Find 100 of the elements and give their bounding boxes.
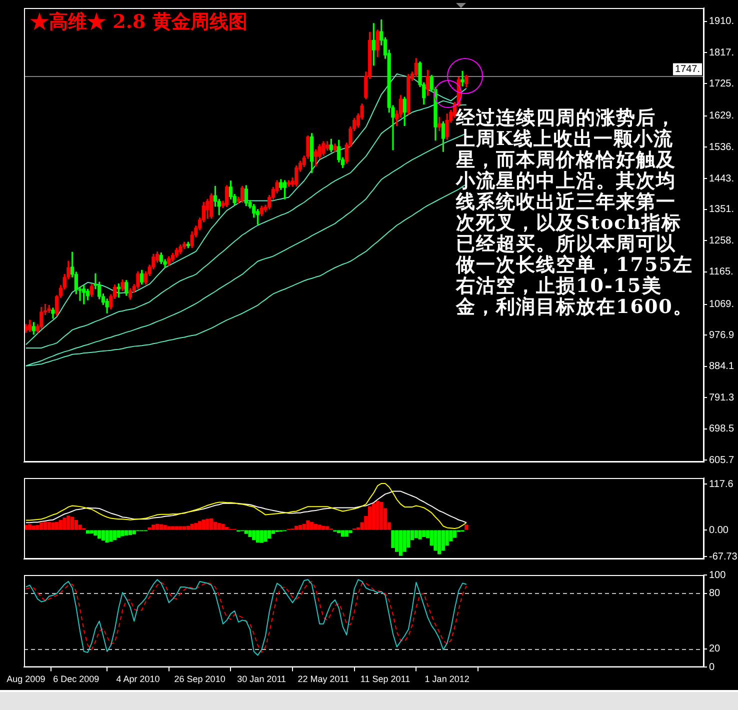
y-tick-label: 0.00 xyxy=(709,524,729,536)
y-tick-label: 1443. xyxy=(709,173,734,184)
bar xyxy=(248,530,252,538)
y-tick-label: 976.9 xyxy=(709,330,734,341)
y-tick-label: 605.7 xyxy=(709,454,734,466)
y-tick-label: 20 xyxy=(709,644,721,655)
bar xyxy=(264,530,268,542)
bar xyxy=(90,530,94,534)
y-tick-label: 884.1 xyxy=(709,361,734,372)
bar xyxy=(244,530,248,534)
x-tick-label: 6 Dec 2009 xyxy=(53,674,100,684)
bar xyxy=(116,530,120,538)
bar xyxy=(94,530,98,536)
bar xyxy=(418,530,422,540)
bar xyxy=(221,524,225,530)
bar xyxy=(105,530,109,543)
bar xyxy=(74,520,78,530)
bar xyxy=(398,530,403,556)
y-tick-label: 80 xyxy=(709,588,721,600)
y-tick-label: 1910. xyxy=(709,16,734,28)
x-tick-label: Aug 2009 xyxy=(6,674,46,684)
x-tick-label: 26 Sep 2010 xyxy=(174,674,226,684)
bar xyxy=(464,524,468,530)
bar xyxy=(32,525,36,530)
bar xyxy=(198,521,202,530)
bar xyxy=(47,522,51,530)
bar xyxy=(256,530,260,543)
bar xyxy=(298,525,302,530)
ref-line-label: 1747. xyxy=(674,64,700,76)
bar xyxy=(86,530,90,534)
text: 经过连续四周的涨势后，上周K线上收出一颗小流星，而本周价格恰好触及小流星的中上沿。其次均线系统收出近三年来第一次死叉，以及Stoch指标已经超买。所以本周可以做一次长线空单，1755左右沽空，止损10-15美金，利润目标放在1600。 xyxy=(456,107,693,318)
bar xyxy=(348,530,352,534)
bar xyxy=(441,530,446,551)
y-tick-label: 1351. xyxy=(709,204,734,216)
bar xyxy=(186,526,190,530)
bar xyxy=(372,503,376,530)
bar xyxy=(28,524,32,530)
bar xyxy=(182,526,186,530)
bar xyxy=(260,530,264,543)
x-tick-label: 1 Jan 2012 xyxy=(424,674,470,684)
bar xyxy=(452,530,457,538)
bar xyxy=(98,530,102,539)
bar xyxy=(414,530,418,538)
bar xyxy=(337,530,341,534)
bar xyxy=(55,522,59,530)
bar xyxy=(202,520,206,530)
bar xyxy=(66,516,70,530)
bar xyxy=(325,526,330,530)
y-tick-label: 1069. xyxy=(709,299,734,310)
bar xyxy=(152,524,156,530)
y-tick-label: 1165. xyxy=(709,266,734,278)
bar xyxy=(318,524,322,530)
bar xyxy=(344,530,348,537)
bar xyxy=(252,530,256,540)
y-tick-label: 1817. xyxy=(709,47,734,58)
bar xyxy=(217,523,221,530)
bar xyxy=(120,530,124,536)
bar xyxy=(178,526,182,530)
bar xyxy=(167,526,171,530)
bar xyxy=(314,524,318,530)
bar xyxy=(40,522,44,530)
bar xyxy=(213,522,218,530)
bar xyxy=(51,522,55,530)
bar xyxy=(310,522,314,530)
x-tick-label: 22 May 2011 xyxy=(298,674,350,684)
bar xyxy=(368,506,372,530)
bar xyxy=(391,530,395,548)
bar xyxy=(294,526,298,530)
y-tick-label: 1536. xyxy=(709,142,734,153)
bar xyxy=(163,525,167,530)
bar xyxy=(170,526,175,530)
bar xyxy=(70,516,74,530)
bar xyxy=(112,530,117,540)
y-tick-label: 698.5 xyxy=(709,424,734,435)
bar xyxy=(210,518,214,530)
bar xyxy=(406,530,410,548)
bar xyxy=(58,520,63,530)
bar xyxy=(395,530,399,552)
bar xyxy=(340,530,345,537)
bar xyxy=(225,526,229,530)
bar xyxy=(101,530,106,541)
x-tick-label: 11 Sep 2011 xyxy=(360,674,410,684)
bar xyxy=(124,530,128,536)
bar xyxy=(132,530,136,534)
bar xyxy=(190,524,194,530)
chart-title: ★高维★ 2.8 黄金周线图 xyxy=(30,10,248,35)
y-tick-label: 1725. xyxy=(709,78,734,90)
bar xyxy=(155,524,160,530)
bar xyxy=(402,530,406,552)
y-tick-label: 1258. xyxy=(709,235,734,246)
bar xyxy=(302,524,306,530)
y-tick-label: 791.3 xyxy=(709,392,734,404)
x-tick-label: 30 Jan 2011 xyxy=(237,674,286,684)
bar xyxy=(422,530,426,538)
y-tick-label: 1629. xyxy=(709,110,734,122)
bar xyxy=(380,502,384,530)
bar xyxy=(306,520,310,530)
bar xyxy=(194,523,198,530)
y-tick-label: 0 xyxy=(709,662,715,673)
y-tick-label: 117.6 xyxy=(709,478,734,490)
